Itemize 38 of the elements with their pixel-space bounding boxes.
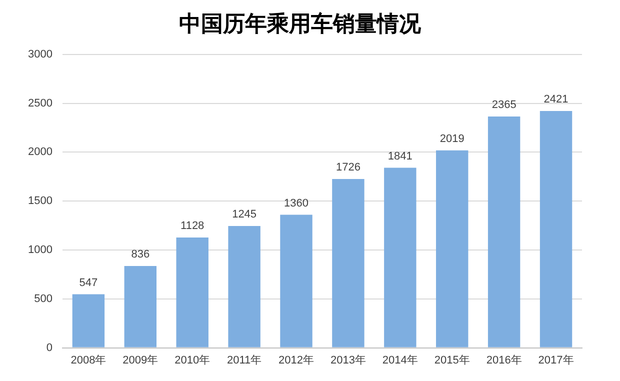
x-tick-label: 2012年 xyxy=(278,354,314,366)
chart-title: 中国历年乘用车销量情况 xyxy=(179,10,422,37)
bar xyxy=(176,237,208,348)
data-label: 1360 xyxy=(284,197,308,210)
data-label: 547 xyxy=(79,276,98,289)
x-tick-label: 2009年 xyxy=(122,354,158,366)
bar xyxy=(228,226,260,348)
x-tick-label: 2015年 xyxy=(434,354,470,366)
data-label: 836 xyxy=(131,248,150,261)
bar xyxy=(436,150,468,348)
data-label: 2019 xyxy=(440,132,464,145)
x-tick-label: 2016年 xyxy=(486,354,522,366)
data-label: 1841 xyxy=(388,150,412,162)
x-tick-label: 2010年 xyxy=(174,354,210,366)
data-label: 1128 xyxy=(180,220,204,232)
data-label: 2365 xyxy=(492,99,516,112)
y-tick-label: 0 xyxy=(46,342,52,354)
y-tick-label: 1500 xyxy=(28,195,52,208)
data-label: 2421 xyxy=(544,94,568,106)
data-label: 1726 xyxy=(336,162,360,174)
x-tick-label: 2014年 xyxy=(382,354,418,366)
bar xyxy=(384,168,416,348)
x-tick-label: 2013年 xyxy=(330,354,366,366)
x-tick-label: 2017年 xyxy=(538,354,574,366)
bar xyxy=(488,116,520,348)
y-tick-label: 2500 xyxy=(28,97,52,110)
bar xyxy=(332,178,364,348)
y-tick-label: 2000 xyxy=(28,146,52,158)
bar xyxy=(280,214,312,348)
x-tick-label: 2008年 xyxy=(70,354,106,366)
x-tick-label: 2011年 xyxy=(226,354,262,366)
y-tick-label: 3000 xyxy=(28,48,52,60)
data-label: 1245 xyxy=(232,208,257,221)
bar xyxy=(540,111,572,348)
y-tick-label: 500 xyxy=(34,292,52,305)
bar xyxy=(124,266,157,348)
y-tick-label: 1000 xyxy=(28,244,52,256)
bar xyxy=(72,294,105,348)
